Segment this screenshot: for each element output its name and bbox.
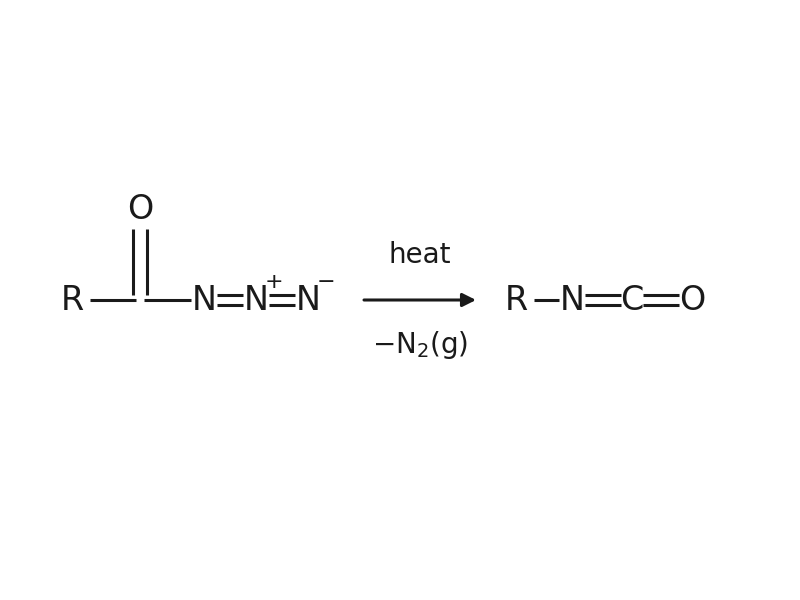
Text: N: N [243,283,269,317]
Text: C: C [620,283,644,317]
Text: N: N [559,283,585,317]
Text: −: − [316,272,335,292]
Text: N: N [295,283,321,317]
Text: O: O [679,283,705,317]
Text: R: R [504,283,528,317]
Text: $-\mathrm{N_2(g)}$: $-\mathrm{N_2(g)}$ [372,329,468,361]
Text: O: O [127,193,153,226]
Text: R: R [60,283,84,317]
Text: heat: heat [389,241,451,269]
Text: N: N [191,283,217,317]
Text: +: + [264,272,283,292]
